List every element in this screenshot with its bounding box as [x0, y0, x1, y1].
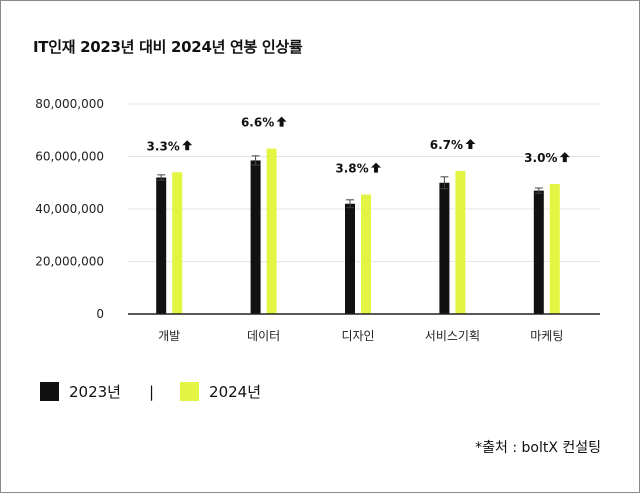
bar-2023: [439, 182, 450, 314]
bar-2024: [455, 170, 466, 314]
legend-swatch-2023: [40, 382, 59, 401]
up-arrow-icon: [182, 140, 193, 151]
bar-2024: [361, 194, 371, 314]
increase-label: 3.0%: [524, 151, 557, 165]
category-label: 개발: [158, 329, 180, 343]
source-note: *출처 : boltX 컨설팅: [475, 440, 601, 456]
y-tick-label: 80,000,000: [35, 97, 104, 111]
legend-label-2023: 2023년: [69, 383, 121, 401]
up-arrow-icon: [465, 138, 476, 149]
category-label: 데이터: [247, 329, 280, 343]
legend-label-2024: 2024년: [209, 383, 262, 401]
increase-label: 6.6%: [241, 116, 274, 130]
category-labels: 개발 데이터 디자인 서비스기획 마케팅: [158, 329, 563, 343]
category-label: 서비스기획: [425, 329, 480, 343]
chart-title: IT인재 2023년 대비 2024년 연봉 인상률: [33, 38, 303, 56]
bar-2024: [549, 184, 560, 314]
increase-label: 6.7%: [430, 138, 463, 152]
up-arrow-icon: [559, 152, 570, 163]
legend: 2023년 | 2024년: [40, 381, 261, 402]
category-label: 디자인: [341, 329, 374, 343]
y-axis-ticks: 0 20,000,000 40,000,000 60,000,000 80,000,00…: [35, 97, 104, 321]
y-tick-label: 20,000,000: [35, 255, 104, 269]
bar-2024: [266, 148, 277, 314]
legend-item-2023: 2023년: [40, 381, 121, 402]
increase-label: 3.8%: [335, 162, 368, 176]
y-tick-label: 60,000,000: [35, 150, 104, 164]
bar-2023: [533, 190, 544, 314]
legend-swatch-2024: [180, 382, 200, 401]
bar-2023: [156, 177, 167, 314]
category-label: 마케팅: [530, 329, 563, 343]
up-arrow-icon: [371, 162, 381, 173]
up-arrow-icon: [276, 116, 287, 127]
bar-2024: [172, 172, 183, 314]
bar-2023: [345, 203, 355, 314]
y-tick-label: 40,000,000: [35, 202, 104, 216]
increase-label: 3.3%: [147, 139, 180, 153]
legend-item-2024: 2024년: [180, 381, 261, 402]
bars: 3.3% 6.6% 3.8% 6.7% 3.0%: [147, 116, 570, 314]
bar-2023: [250, 160, 261, 314]
y-tick-label: 0: [96, 307, 104, 321]
legend-separator: |: [148, 382, 155, 401]
